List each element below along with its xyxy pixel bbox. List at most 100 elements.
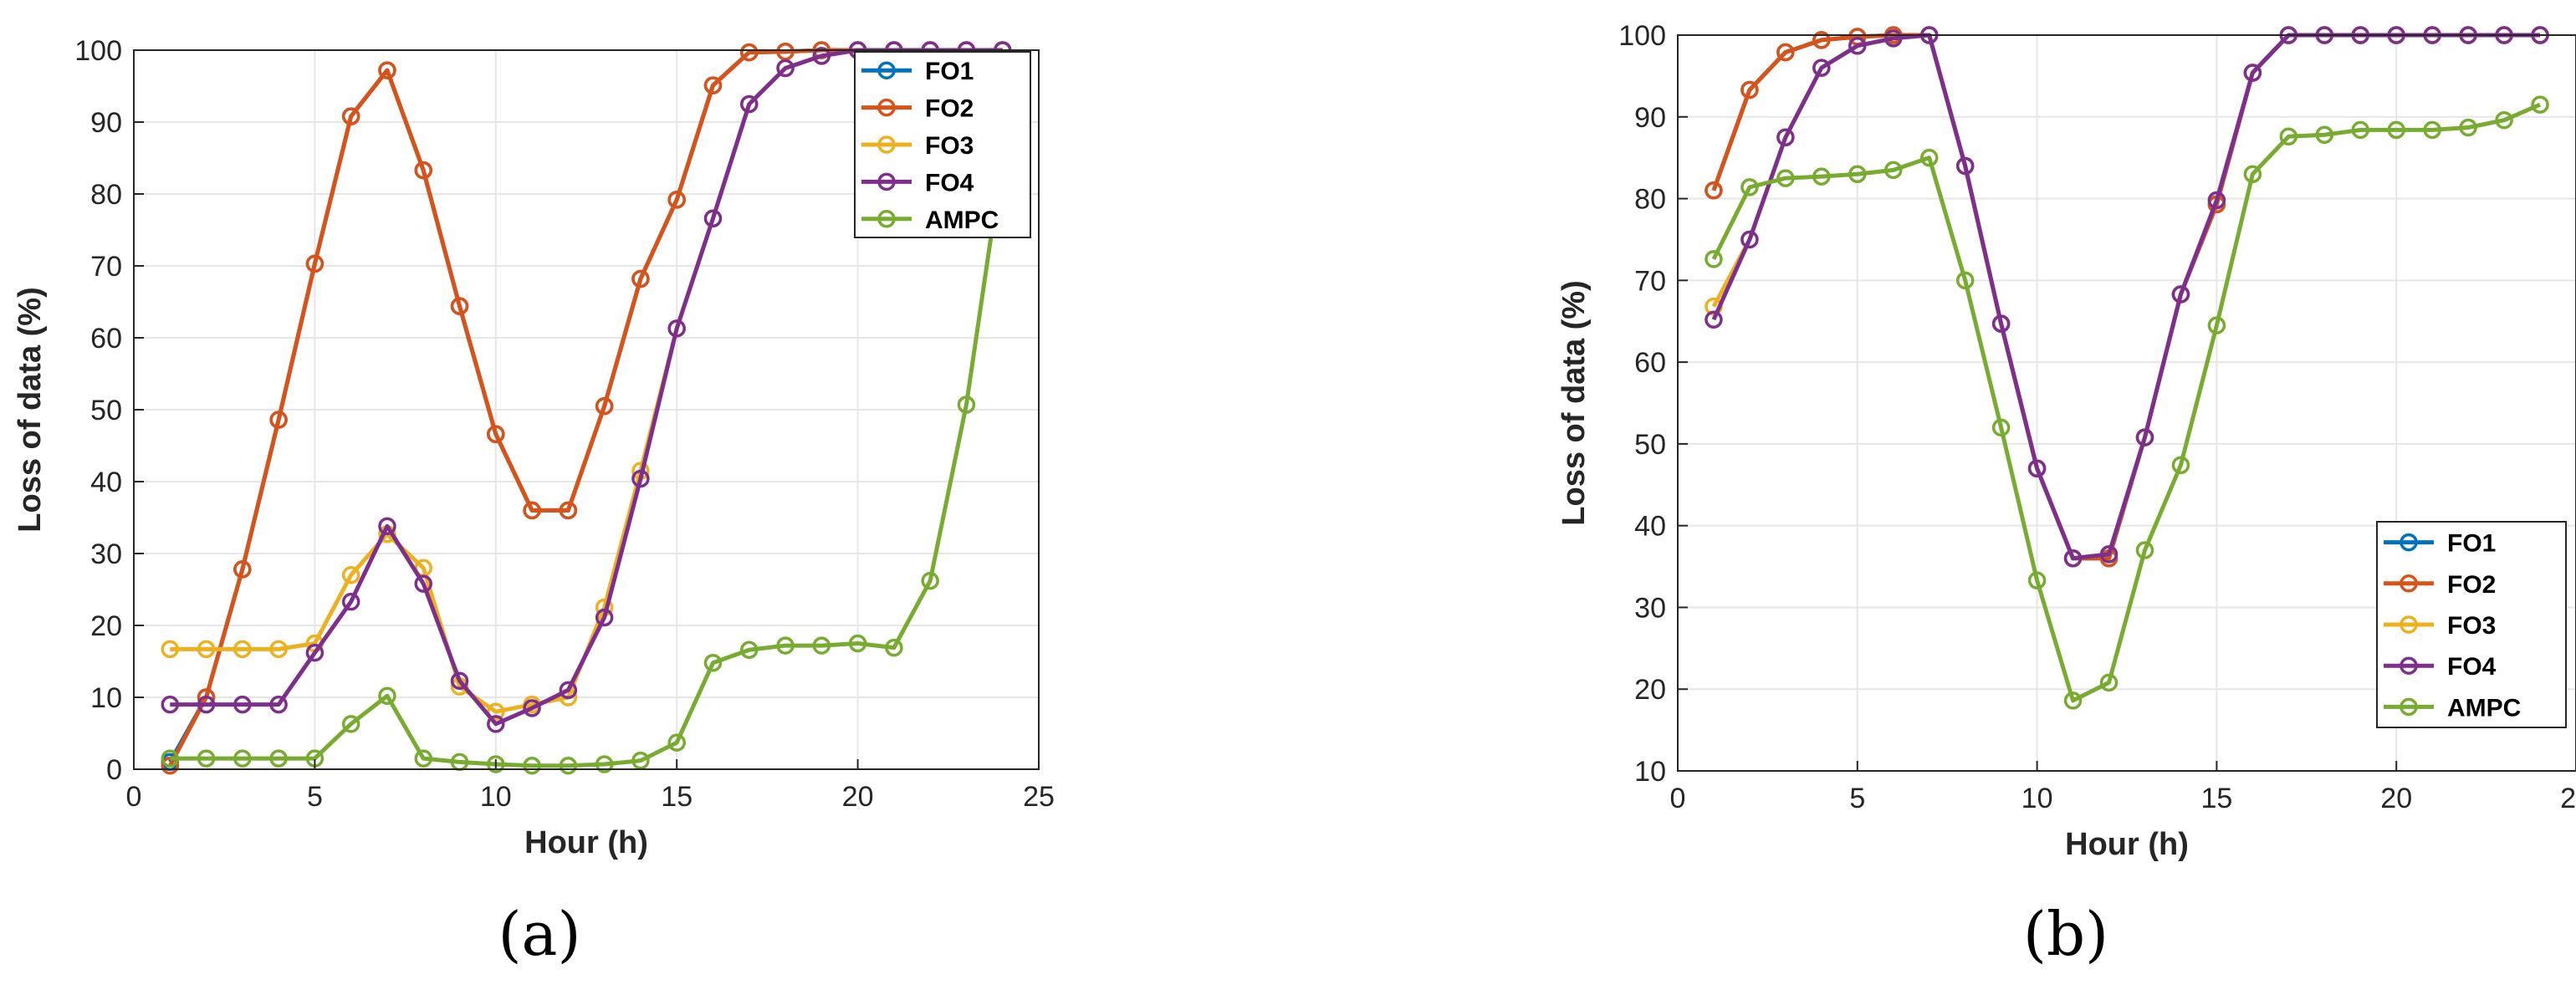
- data-point-ampc: [2459, 118, 2477, 137]
- data-point-ampc: [1955, 271, 1975, 290]
- data-point-fo4: [2243, 64, 2262, 82]
- data-point-fo4: [631, 469, 650, 488]
- legend: FO1 FO2 FO3 FO4 AMPC: [854, 51, 1031, 238]
- data-point-ampc: [414, 749, 432, 768]
- legend-item-fo1: FO1: [2384, 530, 2496, 558]
- y-tick-label: 20: [1634, 674, 1666, 706]
- data-point-ampc: [523, 756, 541, 775]
- x-tick-label: 10: [2021, 783, 2053, 814]
- legend-item-fo3: FO3: [861, 132, 974, 160]
- data-point-fo4: [1884, 29, 1903, 48]
- data-point-ampc: [885, 638, 903, 657]
- y-tick-label: 60: [90, 323, 122, 355]
- data-point-ampc: [2171, 456, 2190, 475]
- data-point-fo2: [559, 501, 578, 520]
- data-point-fo4: [559, 681, 578, 700]
- legend-marker: [877, 98, 896, 117]
- data-point-ampc: [1884, 161, 1903, 180]
- x-tick-label: 0: [126, 781, 142, 813]
- panel-label-b: (b): [2022, 899, 2109, 969]
- y-tick-label: 60: [1634, 347, 1666, 379]
- data-point-fo4: [1776, 128, 1795, 146]
- legend-marker: [877, 172, 896, 191]
- data-point-ampc: [2351, 120, 2369, 140]
- data-point-fo2: [595, 396, 614, 416]
- series-line-ampc: [1711, 102, 2542, 703]
- y-tick-label: 70: [1634, 265, 1666, 297]
- data-point-fo2: [1740, 80, 1759, 100]
- data-point-fo4: [1848, 36, 1867, 55]
- data-point-fo2: [1705, 181, 1723, 200]
- data-point-fo4: [2135, 428, 2154, 446]
- data-point-ampc: [378, 686, 396, 706]
- data-point-ampc: [2495, 110, 2513, 130]
- y-tick-label: 20: [90, 610, 122, 642]
- legend-label: FO4: [925, 169, 974, 196]
- x-tick-label: 25: [2560, 783, 2576, 814]
- legend-item-fo4: FO4: [861, 169, 974, 196]
- data-point-fo3: [233, 640, 252, 659]
- x-tick-label: 15: [2200, 783, 2232, 814]
- data-point-fo2: [523, 501, 541, 520]
- data-point-fo4: [2027, 459, 2047, 477]
- x-tick-label: 20: [2380, 783, 2412, 814]
- data-point-fo2: [776, 42, 795, 61]
- data-point-ampc: [2423, 120, 2441, 140]
- y-tick-label: 50: [1634, 429, 1666, 461]
- data-point-fo2: [269, 411, 288, 429]
- data-point-ampc: [559, 756, 578, 775]
- chart-a: 0 5 10 15 20 25 0 10 20 30 40 50 60 70 80 90 100 Hour (h)…: [13, 35, 1055, 860]
- legend-label: FO2: [2447, 571, 2496, 599]
- x-axis-title: Hour (h): [524, 825, 648, 860]
- y-tick-label: 90: [90, 107, 122, 139]
- x-tick-label: 25: [1023, 781, 1055, 813]
- y-tick-label: 50: [90, 395, 122, 426]
- data-point-fo4: [414, 574, 432, 593]
- data-point-ampc: [2531, 95, 2549, 114]
- data-point-ampc: [1848, 165, 1867, 183]
- x-tick-label: 15: [661, 781, 693, 813]
- data-point-fo3: [269, 640, 288, 659]
- data-point-ampc: [740, 640, 759, 659]
- data-point-ampc: [812, 636, 831, 655]
- data-point-ampc: [957, 395, 976, 414]
- data-point-ampc: [2279, 127, 2298, 145]
- data-point-ampc: [703, 653, 723, 672]
- series-ampc: [161, 149, 1012, 775]
- data-point-fo4: [776, 59, 795, 78]
- data-point-ampc: [197, 749, 216, 768]
- data-point-fo2: [487, 425, 505, 443]
- data-point-fo2: [233, 560, 252, 579]
- legend-label: FO1: [925, 58, 974, 85]
- data-point-fo2: [1812, 31, 1831, 49]
- data-point-ampc: [161, 749, 180, 768]
- legend-item-ampc: AMPC: [861, 207, 999, 234]
- data-point-ampc: [631, 751, 650, 770]
- legend-item-fo2: FO2: [861, 95, 974, 123]
- data-point-ampc: [2099, 673, 2119, 692]
- legend-item-ampc: AMPC: [2384, 694, 2521, 722]
- data-point-fo4: [487, 715, 505, 733]
- legend-marker: [2400, 615, 2418, 634]
- data-point-fo4: [269, 695, 288, 714]
- data-point-ampc: [1705, 250, 1723, 268]
- data-point-ampc: [341, 715, 360, 733]
- y-tick-label: 100: [74, 35, 122, 67]
- x-axis-title: Hour (h): [2065, 827, 2189, 862]
- data-point-fo2: [703, 76, 723, 94]
- data-point-fo4: [1812, 59, 1831, 77]
- x-tick-label: 5: [1849, 783, 1865, 814]
- data-point-ampc: [233, 749, 252, 768]
- data-point-ampc: [848, 634, 867, 653]
- data-point-fo4: [2207, 191, 2226, 210]
- data-point-fo4: [1991, 314, 2011, 333]
- data-point-ampc: [2387, 120, 2405, 140]
- legend-marker: [877, 135, 896, 154]
- y-tick-label: 10: [90, 682, 122, 714]
- x-tick-label: 20: [842, 781, 874, 813]
- data-point-fo4: [523, 699, 541, 717]
- data-point-fo4: [812, 47, 831, 65]
- data-point-fo4: [1740, 230, 1759, 249]
- y-axis-title: Loss of data (%): [13, 287, 48, 532]
- data-point-fo4: [1955, 156, 1975, 176]
